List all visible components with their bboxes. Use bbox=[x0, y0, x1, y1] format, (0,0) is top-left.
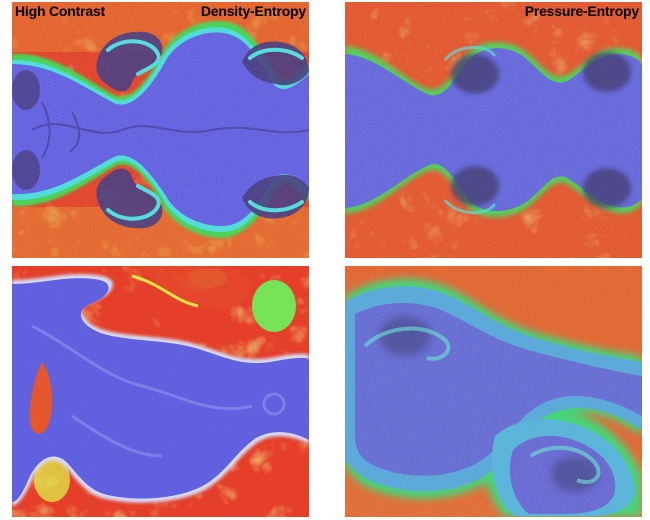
high-contrast-label: High Contrast bbox=[15, 3, 105, 19]
pressure-entropy-label: Pressure-Entropy bbox=[524, 3, 639, 19]
density-entropy-rotated-panel bbox=[12, 266, 309, 517]
pressure-entropy-rotated-visualization bbox=[345, 266, 642, 517]
pressure-entropy-visualization bbox=[345, 2, 642, 258]
pressure-entropy-panel: Pressure-Entropy bbox=[345, 2, 642, 258]
density-entropy-high-contrast-panel: High Contrast Density-Entropy bbox=[12, 2, 309, 258]
density-entropy-visualization bbox=[12, 2, 309, 258]
density-entropy-rotated-visualization bbox=[12, 266, 309, 517]
pressure-entropy-rotated-panel bbox=[345, 266, 642, 517]
density-entropy-label: Density-Entropy bbox=[200, 3, 306, 19]
